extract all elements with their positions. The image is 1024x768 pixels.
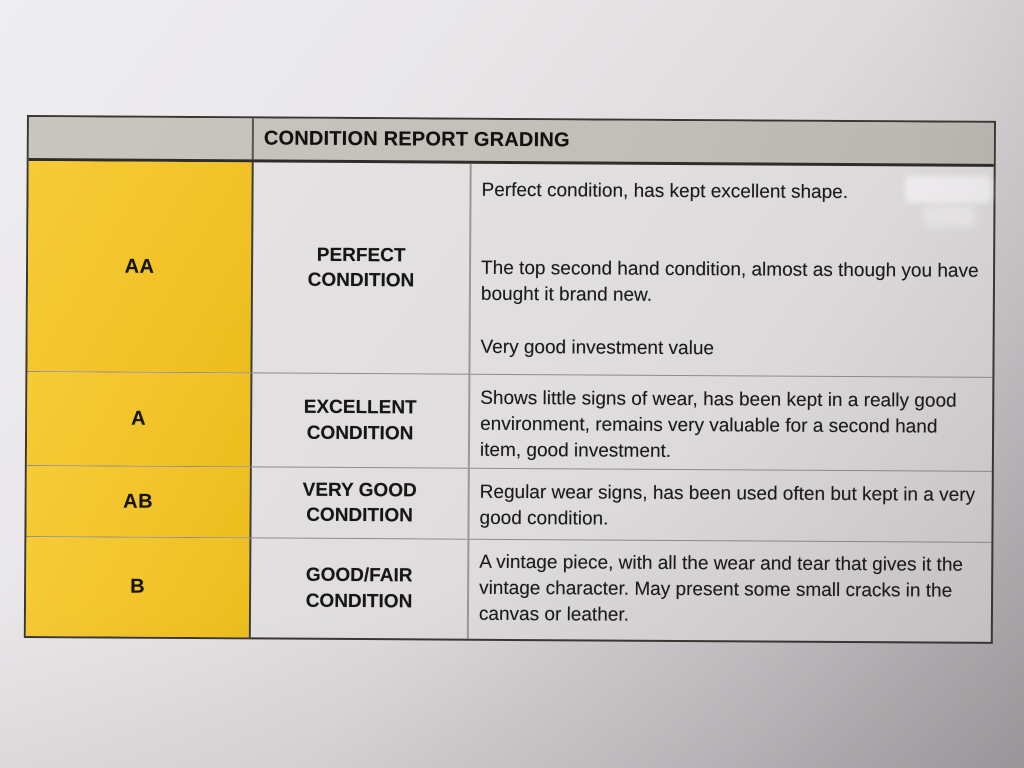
header-title-cell: CONDITION REPORT GRADING bbox=[254, 118, 994, 164]
table-row-ab: AB VERY GOOD CONDITION Regular wear sign… bbox=[26, 465, 992, 542]
condition-label: EXCELLENT CONDITION bbox=[303, 397, 417, 444]
grade-label: B bbox=[130, 575, 146, 598]
condition-cell-ab: VERY GOOD CONDITION bbox=[251, 467, 470, 539]
description-paragraph: The top second hand condition, almost as… bbox=[480, 257, 979, 307]
grade-cell-b: B bbox=[25, 537, 252, 638]
grade-label: A bbox=[131, 407, 147, 430]
grade-label: AB bbox=[123, 490, 154, 513]
condition-label: PERFECT CONDITION bbox=[307, 244, 415, 292]
description-cell-b: A vintage piece, with all the wear and t… bbox=[469, 540, 992, 642]
description-cell-a: Shows little signs of wear, has been kep… bbox=[470, 375, 993, 471]
table-row-b: B GOOD/FAIR CONDITION A vintage piece, w… bbox=[25, 536, 992, 642]
grade-label: AA bbox=[124, 255, 155, 278]
description-paragraph: Very good investment value bbox=[480, 336, 715, 359]
grade-cell-a: A bbox=[26, 372, 253, 467]
condition-cell-b: GOOD/FAIR CONDITION bbox=[250, 538, 470, 639]
table-header-row: CONDITION REPORT GRADING bbox=[28, 117, 994, 167]
description-cell-aa: Perfect condition, has kept excellent sh… bbox=[470, 164, 993, 377]
description-paragraph: Regular wear signs, has been used often … bbox=[479, 481, 976, 530]
grade-cell-aa: AA bbox=[27, 161, 254, 373]
description-paragraph: A vintage piece, with all the wear and t… bbox=[478, 551, 964, 627]
table-row-aa: AA PERFECT CONDITION Perfect condition, … bbox=[27, 161, 993, 377]
description-cell-ab: Regular wear signs, has been used often … bbox=[469, 469, 991, 542]
table-row-a: A EXCELLENT CONDITION Shows little signs… bbox=[26, 371, 993, 471]
condition-label: GOOD/FAIR CONDITION bbox=[305, 565, 413, 612]
grade-cell-ab: AB bbox=[26, 466, 252, 538]
header-empty-cell bbox=[28, 117, 254, 160]
condition-report-grading-table: CONDITION REPORT GRADING AA PERFECT COND… bbox=[23, 115, 996, 644]
description-paragraph: Shows little signs of wear, has been kep… bbox=[479, 387, 957, 463]
condition-cell-aa: PERFECT CONDITION bbox=[252, 162, 472, 374]
condition-cell-a: EXCELLENT CONDITION bbox=[251, 373, 471, 468]
condition-label: VERY GOOD CONDITION bbox=[302, 479, 417, 527]
description-paragraph: Perfect condition, has kept excellent sh… bbox=[481, 179, 849, 204]
table-title: CONDITION REPORT GRADING bbox=[263, 127, 570, 152]
